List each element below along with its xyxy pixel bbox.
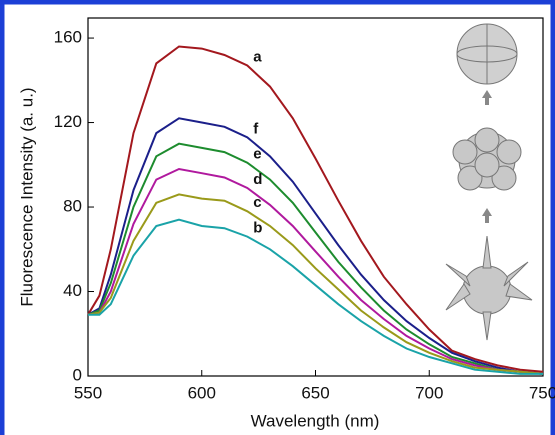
series-label: a <box>253 48 262 65</box>
x-tick-label: 750 <box>529 383 555 402</box>
y-tick-label: 0 <box>73 365 82 384</box>
y-axis-title: Fluorescence Intensity (a. u.) <box>17 87 36 306</box>
chart: Wavelength (nm) Fluorescence Intensity (… <box>0 0 555 435</box>
series-label: e <box>253 146 261 163</box>
series-label: d <box>253 171 262 188</box>
x-tick-label: 650 <box>301 383 329 402</box>
series-label: b <box>253 220 262 237</box>
x-tick-label: 600 <box>188 383 216 402</box>
series-label: f <box>253 120 259 137</box>
y-tick-label: 80 <box>63 197 82 216</box>
inset-shapes <box>446 24 532 340</box>
y-tick-label: 40 <box>63 281 82 300</box>
x-axis-title: Wavelength (nm) <box>251 411 380 430</box>
x-tick-label: 550 <box>74 383 102 402</box>
y-tick-label: 160 <box>54 28 82 47</box>
line <box>88 47 543 372</box>
y-tick-label: 120 <box>54 112 82 131</box>
x-tick-label: 700 <box>415 383 443 402</box>
series-label: c <box>253 194 261 211</box>
